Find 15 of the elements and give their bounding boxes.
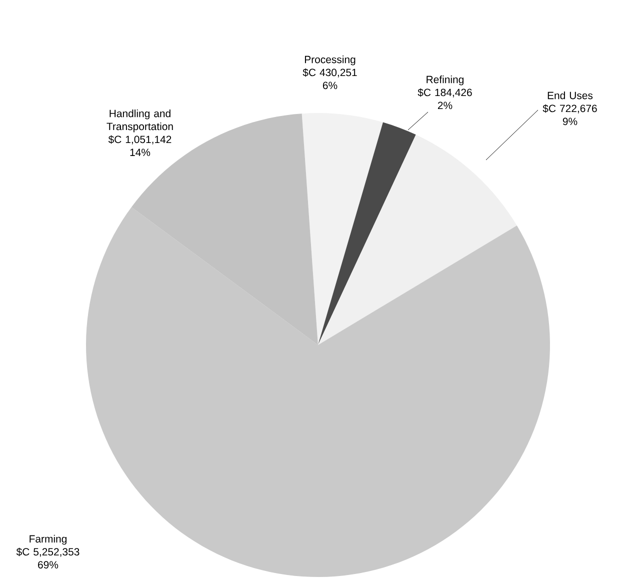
data-label: $C 722,676 <box>542 104 597 114</box>
slice-label: Handling and Transportation <box>106 110 173 132</box>
data-label: $C 430,251 <box>302 68 357 78</box>
data-label: $C 1,051,142 <box>108 135 172 144</box>
text: 6% <box>322 82 338 90</box>
data-label: $C 5,252,353 <box>16 548 80 557</box>
text: 2% <box>438 102 452 110</box>
slice-label: Processing <box>304 56 356 66</box>
data-label: $C 184,426 <box>418 88 472 98</box>
text: 9% <box>562 118 578 126</box>
text: 14% <box>130 148 150 156</box>
slice-label: Farming <box>30 534 66 545</box>
slice-label: End Uses <box>548 92 593 100</box>
text: 69% <box>38 561 58 568</box>
slice-label: Refining <box>426 76 464 86</box>
